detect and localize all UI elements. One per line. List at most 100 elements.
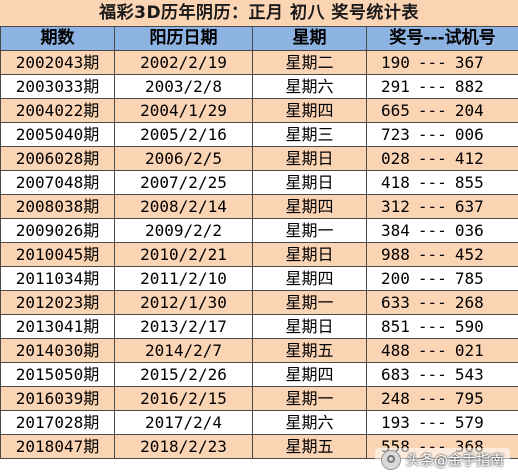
date-cell: 2016/2/15 <box>114 386 253 411</box>
table-row: 2004022期 2004/1/29 星期四 665 --- 204 <box>0 98 518 123</box>
test-number: 006 <box>454 125 484 144</box>
weekday-cell: 星期六 <box>252 74 367 99</box>
weekday-cell: 星期五 <box>252 434 367 459</box>
issue-cell: 2014030期 <box>0 338 115 363</box>
numbers-cell: 633 --- 268 <box>366 290 518 315</box>
weekday-cell: 星期一 <box>252 290 367 315</box>
weekday-cell: 星期三 <box>252 122 367 147</box>
table-row: 2012023期 2012/1/30 星期一 633 --- 268 <box>0 290 518 315</box>
numbers-cell: 665 --- 204 <box>366 98 518 123</box>
issue-cell: 2004022期 <box>0 98 115 123</box>
table-row: 2011034期 2011/2/10 星期四 200 --- 785 <box>0 266 518 291</box>
test-number: 036 <box>454 221 484 240</box>
separator: --- <box>417 317 447 336</box>
toutiao-logo-icon <box>381 450 401 470</box>
table-row: 2013041期 2013/2/17 星期日 851 --- 590 <box>0 314 518 339</box>
test-number: 795 <box>454 389 484 408</box>
issue-cell: 2009026期 <box>0 218 115 243</box>
separator: --- <box>417 77 447 96</box>
date-cell: 2005/2/16 <box>114 122 253 147</box>
issue-cell: 2016039期 <box>0 386 115 411</box>
date-cell: 2017/2/4 <box>114 410 253 435</box>
table-row: 2003033期 2003/2/8 星期六 291 --- 882 <box>0 74 518 99</box>
date-cell: 2010/2/21 <box>114 242 253 267</box>
issue-cell: 2007048期 <box>0 170 115 195</box>
date-cell: 2014/2/7 <box>114 338 253 363</box>
table-row: 2005040期 2005/2/16 星期三 723 --- 006 <box>0 122 518 147</box>
test-number: 785 <box>454 269 484 288</box>
issue-cell: 2013041期 <box>0 314 115 339</box>
issue-cell: 2015050期 <box>0 362 115 387</box>
separator: --- <box>417 365 447 384</box>
date-cell: 2013/2/17 <box>114 314 253 339</box>
issue-cell: 2010045期 <box>0 242 115 267</box>
test-number: 882 <box>454 77 484 96</box>
weekday-cell: 星期四 <box>252 362 367 387</box>
issue-cell: 2017028期 <box>0 410 115 435</box>
weekday-cell: 星期五 <box>252 338 367 363</box>
date-cell: 2012/1/30 <box>114 290 253 315</box>
separator: --- <box>417 221 447 240</box>
table-row: 2010045期 2010/2/21 星期日 988 --- 452 <box>0 242 518 267</box>
draw-number: 851 <box>381 317 410 336</box>
separator: --- <box>417 413 447 432</box>
date-cell: 2009/2/2 <box>114 218 253 243</box>
date-cell: 2002/2/19 <box>114 50 253 75</box>
separator: --- <box>417 149 447 168</box>
date-cell: 2007/2/25 <box>114 170 253 195</box>
draw-number: 723 <box>381 125 410 144</box>
numbers-cell: 312 --- 637 <box>366 194 518 219</box>
weekday-cell: 星期日 <box>252 170 367 195</box>
weekday-cell: 星期日 <box>252 314 367 339</box>
numbers-cell: 248 --- 795 <box>366 386 518 411</box>
separator: --- <box>417 269 447 288</box>
header-weekday: 星期 <box>252 26 367 51</box>
date-cell: 2006/2/5 <box>114 146 253 171</box>
numbers-cell: 384 --- 036 <box>366 218 518 243</box>
test-number: 204 <box>454 101 484 120</box>
draw-number: 633 <box>381 293 410 312</box>
separator: --- <box>417 173 447 192</box>
weekday-cell: 星期二 <box>252 50 367 75</box>
separator: --- <box>417 293 447 312</box>
separator: --- <box>417 341 447 360</box>
draw-number: 312 <box>381 197 410 216</box>
weekday-cell: 星期四 <box>252 266 367 291</box>
draw-number: 488 <box>381 341 410 360</box>
date-cell: 2003/2/8 <box>114 74 253 99</box>
issue-cell: 2011034期 <box>0 266 115 291</box>
numbers-cell: 028 --- 412 <box>366 146 518 171</box>
date-cell: 2008/2/14 <box>114 194 253 219</box>
table-row: 2009026期 2009/2/2 星期一 384 --- 036 <box>0 218 518 243</box>
table-row: 2015050期 2015/2/26 星期四 683 --- 543 <box>0 362 518 387</box>
issue-cell: 2005040期 <box>0 122 115 147</box>
draw-number: 988 <box>381 245 410 264</box>
weekday-cell: 星期一 <box>252 386 367 411</box>
numbers-cell: 683 --- 543 <box>366 362 518 387</box>
separator: --- <box>417 245 447 264</box>
date-cell: 2018/2/23 <box>114 434 253 459</box>
watermark-text: 头条@金手指南 <box>406 453 504 469</box>
issue-cell: 2018047期 <box>0 434 115 459</box>
header-row: 期数 阳历日期 星期 奖号---试机号 <box>0 26 518 51</box>
watermark: 头条@金手指南 <box>375 448 510 472</box>
draw-number: 028 <box>381 149 410 168</box>
weekday-cell: 星期四 <box>252 98 367 123</box>
draw-number: 665 <box>381 101 410 120</box>
numbers-cell: 988 --- 452 <box>366 242 518 267</box>
test-number: 452 <box>454 245 484 264</box>
numbers-cell: 200 --- 785 <box>366 266 518 291</box>
issue-cell: 2006028期 <box>0 146 115 171</box>
date-cell: 2004/1/29 <box>114 98 253 123</box>
test-number: 021 <box>454 341 484 360</box>
test-number: 412 <box>454 149 484 168</box>
draw-number: 291 <box>381 77 410 96</box>
table-row: 2017028期 2017/2/4 星期六 193 --- 579 <box>0 410 518 435</box>
date-cell: 2015/2/26 <box>114 362 253 387</box>
draw-number: 683 <box>381 365 410 384</box>
numbers-cell: 723 --- 006 <box>366 122 518 147</box>
table-row: 2014030期 2014/2/7 星期五 488 --- 021 <box>0 338 518 363</box>
header-numbers: 奖号---试机号 <box>366 26 518 51</box>
header-issue: 期数 <box>0 26 115 51</box>
weekday-cell: 星期日 <box>252 242 367 267</box>
